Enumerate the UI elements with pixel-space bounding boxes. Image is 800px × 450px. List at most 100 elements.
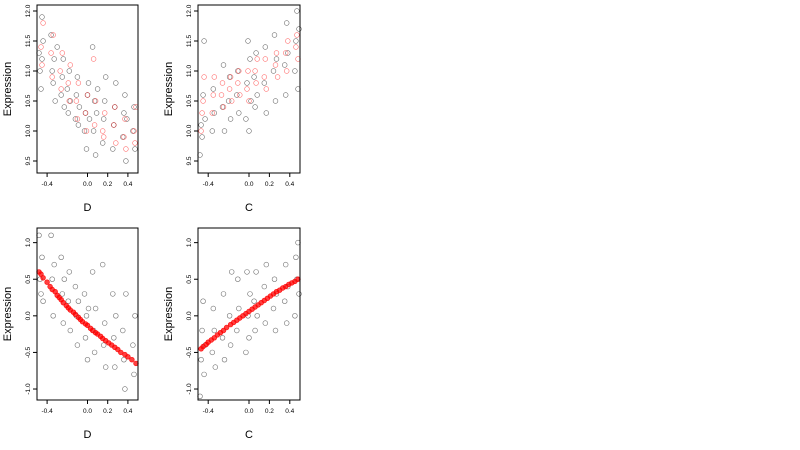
x-tick-label: 0.4 (285, 408, 294, 415)
data-point (111, 335, 117, 341)
data-point (39, 254, 45, 260)
data-point (199, 110, 205, 116)
data-point (120, 327, 126, 334)
data-point (132, 146, 138, 152)
data-point (251, 74, 257, 80)
x-tick-label: 0.2 (265, 408, 274, 415)
data-point (49, 74, 55, 80)
data-point (227, 116, 234, 122)
data-point (243, 349, 249, 356)
data-point (65, 110, 72, 116)
data-point (37, 68, 43, 74)
data-point (60, 56, 66, 62)
series-2-points (198, 32, 301, 134)
x-tick-label: 0.2 (103, 181, 112, 188)
data-point (282, 298, 288, 304)
data-point (49, 276, 55, 282)
y-tick-label: 11.0 (186, 65, 193, 78)
data-point (226, 86, 233, 92)
y-tick-label: 1.0 (186, 238, 193, 247)
data-point (293, 254, 299, 260)
data-point (123, 158, 129, 164)
data-point (101, 110, 108, 116)
data-point (39, 62, 45, 68)
data-point (130, 342, 136, 348)
data-point (243, 116, 249, 122)
data-point (245, 38, 251, 44)
series-1-points (36, 232, 138, 392)
data-point (244, 86, 250, 92)
plot-panel-3: -0.4 0.0 0.2 0.4 -1.0 -0.5 0.0 0.5 1.0 D Expressio… (2, 227, 139, 441)
data-point (220, 104, 227, 110)
data-point (75, 122, 82, 128)
y-tick-label: -0.5 (25, 346, 32, 358)
data-point (254, 56, 260, 62)
data-point (54, 44, 60, 50)
data-point (284, 68, 290, 74)
y-tick-label: -1.0 (25, 383, 32, 395)
data-point (246, 98, 252, 104)
data-point (211, 74, 218, 80)
x-tick-label: 0.4 (123, 181, 132, 188)
data-point (252, 104, 258, 110)
y-tick-label: 11.5 (25, 35, 32, 48)
data-point (101, 320, 108, 326)
data-point (236, 305, 242, 312)
data-point (247, 56, 253, 62)
data-point (50, 80, 56, 86)
x-tick-label: 0.4 (123, 408, 132, 415)
data-point (72, 116, 79, 122)
data-point (296, 26, 302, 32)
data-point (94, 86, 101, 92)
data-point (200, 92, 206, 98)
y-axis-title: Expression (163, 287, 175, 341)
data-point (201, 38, 207, 44)
data-point (89, 44, 96, 50)
data-point (283, 261, 289, 268)
data-point (84, 357, 91, 363)
data-point (254, 313, 260, 319)
data-point (90, 56, 97, 62)
data-point (112, 104, 118, 110)
data-point (209, 110, 216, 116)
data-point (121, 110, 127, 116)
y-tick-label: 1.0 (25, 238, 32, 247)
data-point (102, 74, 109, 80)
x-tick-label: 0.2 (103, 408, 112, 415)
data-point (113, 80, 119, 86)
series-1-points (197, 239, 302, 399)
data-point (244, 80, 250, 86)
data-point (227, 74, 234, 80)
data-point (65, 298, 72, 304)
data-point (75, 80, 82, 86)
data-point (198, 122, 204, 128)
y-axis-title: Expression (2, 62, 14, 116)
data-point (40, 298, 46, 304)
plot-frame (36, 4, 139, 174)
data-point (198, 128, 204, 134)
data-point (81, 128, 88, 134)
data-point (118, 349, 124, 356)
data-point (123, 146, 129, 152)
x-axis-title: C (245, 202, 253, 214)
data-point (223, 324, 230, 331)
data-point (219, 335, 226, 341)
data-point (273, 56, 280, 62)
data-point (61, 276, 68, 282)
data-point (271, 276, 278, 282)
data-point (201, 371, 207, 378)
data-point (49, 68, 55, 74)
data-point (284, 20, 290, 26)
data-point (273, 50, 280, 56)
data-point (38, 44, 44, 50)
data-point (102, 364, 109, 370)
data-point (245, 68, 251, 74)
data-point (100, 342, 107, 348)
data-point (212, 364, 219, 370)
data-point (292, 313, 298, 319)
data-point (67, 327, 74, 334)
data-point (92, 98, 99, 104)
data-point (58, 86, 64, 92)
data-point (61, 104, 68, 110)
x-tick-label: -0.4 (41, 181, 53, 188)
